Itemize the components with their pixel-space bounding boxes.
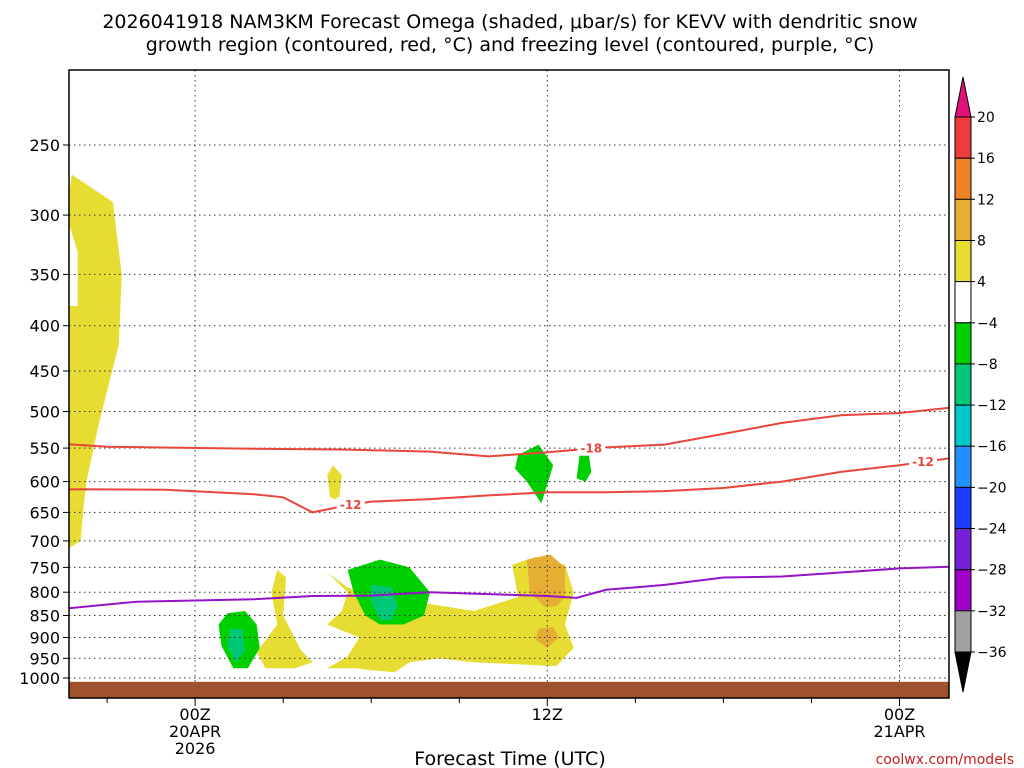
plot-background bbox=[69, 70, 949, 698]
x-tick-label: 00Z bbox=[179, 705, 210, 724]
x-axis: 00Z20APR202612Z00Z21APR12Z00Z22APR bbox=[106, 698, 926, 758]
omega-region-17 bbox=[535, 626, 559, 648]
y-tick-label: 800 bbox=[29, 583, 60, 602]
colorbar-bin bbox=[954, 363, 972, 406]
colorbar-label: −20 bbox=[977, 480, 1007, 496]
omega-region-6 bbox=[576, 451, 592, 482]
y-tick-label: 600 bbox=[29, 473, 60, 492]
x-tick-label: 00Z bbox=[884, 705, 915, 724]
colorbar-label: −36 bbox=[977, 645, 1007, 661]
y-tick-label: 350 bbox=[29, 265, 60, 284]
colorbar-bin bbox=[954, 486, 972, 530]
colorbar-label: −16 bbox=[977, 439, 1007, 455]
chart-title-line-2: growth region (contoured, red, °C) and f… bbox=[146, 34, 875, 56]
colorbar-label: −32 bbox=[977, 604, 1007, 620]
y-tick-label: 550 bbox=[29, 439, 60, 458]
x-tick-label: 12Z bbox=[532, 705, 563, 724]
omega-shading bbox=[69, 174, 592, 673]
y-tick-label: 300 bbox=[29, 206, 60, 225]
colorbar-bin bbox=[954, 610, 972, 653]
omega-region-3 bbox=[256, 569, 313, 669]
colorbar-label: −28 bbox=[977, 563, 1007, 579]
y-tick-label: 500 bbox=[29, 403, 60, 422]
colorbar-bin bbox=[954, 157, 972, 200]
contours: -18-18-18-12-12-120 bbox=[69, 406, 949, 610]
y-tick-label: 950 bbox=[29, 649, 60, 668]
y-tick-label: 750 bbox=[29, 558, 60, 577]
contour-label--12: -12 bbox=[340, 498, 362, 512]
plot-frame bbox=[68, 69, 950, 699]
colorbar-label: 4 bbox=[977, 275, 986, 291]
x-date-label: 2026 bbox=[175, 739, 216, 758]
contour-line-0 bbox=[69, 565, 949, 610]
colorbar-bin bbox=[954, 240, 972, 283]
omega-region-14 bbox=[227, 628, 245, 663]
colorbar-bin bbox=[954, 281, 972, 324]
y-tick-label: 850 bbox=[29, 607, 60, 626]
contour-label--18: -18 bbox=[580, 442, 602, 456]
colorbar-label: 12 bbox=[977, 192, 995, 208]
omega-region-5 bbox=[515, 444, 554, 504]
omega-region-1 bbox=[327, 465, 342, 501]
chart-title-line-1: 2026041918 NAM3KM Forecast Omega (shaded… bbox=[102, 11, 917, 33]
colorbar-top-arrow bbox=[954, 76, 972, 118]
x-axis-label: Forecast Time (UTC) bbox=[414, 748, 605, 768]
y-tick-label: 650 bbox=[29, 503, 60, 522]
contour-label-bg bbox=[577, 440, 606, 456]
colorbar-bin bbox=[954, 404, 972, 447]
ground-surface bbox=[69, 681, 949, 698]
y-tick-label: 400 bbox=[29, 317, 60, 336]
colorbar-label: −4 bbox=[977, 316, 998, 332]
y-tick-label: 900 bbox=[29, 629, 60, 648]
contour-line--12 bbox=[69, 457, 949, 514]
y-axis: 250 300 350 400 450 500 550 600 650 700 750 800 850 9… bbox=[19, 136, 69, 688]
colorbar-bin bbox=[954, 116, 972, 159]
credit-text: coolwx.com/models bbox=[876, 752, 1014, 768]
contour-label-bg bbox=[909, 454, 937, 469]
y-tick-label: 700 bbox=[29, 532, 60, 551]
colorbar-label: −12 bbox=[977, 398, 1007, 414]
grid bbox=[69, 70, 949, 698]
colorbar-bin bbox=[954, 528, 972, 571]
colorbar-label: 16 bbox=[977, 151, 995, 167]
y-tick-label: 250 bbox=[29, 136, 60, 155]
colorbar-label: −8 bbox=[977, 357, 998, 373]
plot-area: -18-18-18-12-12-120 bbox=[69, 70, 949, 698]
colorbar: 20 16 12 8 4 −4 −8 −12 −16 −20 −24 −28 −32 −36 bbox=[954, 76, 1007, 693]
omega-region-0 bbox=[69, 174, 122, 549]
x-date-label: 20APR bbox=[169, 722, 221, 741]
omega-region-2 bbox=[327, 557, 574, 673]
x-date-label: 21APR bbox=[873, 722, 925, 741]
colorbar-bin bbox=[954, 569, 972, 612]
y-tick-label: 1000 bbox=[19, 669, 60, 688]
colorbar-bin bbox=[954, 445, 972, 488]
colorbar-bin bbox=[954, 322, 972, 365]
colorbar-bottom-arrow bbox=[954, 651, 972, 693]
y-tick-label: 450 bbox=[29, 362, 60, 381]
contour-label--12: -12 bbox=[912, 455, 934, 469]
colorbar-label: −24 bbox=[977, 522, 1007, 538]
colorbar-bin bbox=[954, 198, 972, 242]
colorbar-label: 8 bbox=[977, 234, 986, 250]
contour-line--18 bbox=[69, 406, 949, 458]
colorbar-label: 20 bbox=[977, 110, 995, 126]
contour-label-bg bbox=[336, 497, 365, 512]
